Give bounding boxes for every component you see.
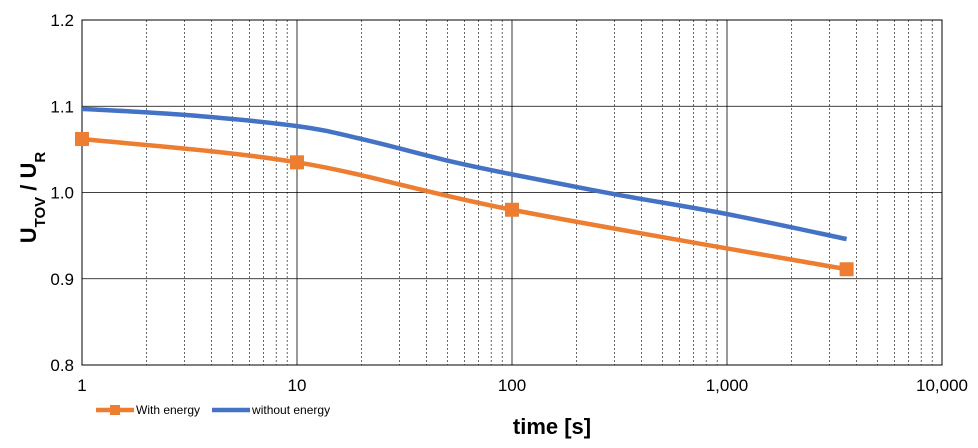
x-tick-label: 10 xyxy=(288,376,307,395)
x-axis-tick-labels: 1 10 100 1,000 10,000 xyxy=(77,376,968,395)
y-axis-title-sep: / U xyxy=(16,163,41,197)
y-tick-label: 0.8 xyxy=(50,356,74,375)
data-point-with-energy xyxy=(75,132,89,147)
y-axis-title: UTOV / UR xyxy=(16,152,49,244)
plot-area xyxy=(81,19,943,366)
series-layer xyxy=(75,106,854,277)
legend-label-with-energy: With energy xyxy=(136,403,200,417)
y-axis-title-sub2: R xyxy=(32,152,49,163)
legend-marker-with-energy xyxy=(110,405,120,415)
data-point-with-energy xyxy=(505,202,519,217)
x-tick-label: 10,000 xyxy=(916,376,968,395)
y-tick-label: 1.2 xyxy=(50,11,74,30)
series-line-without-energy xyxy=(81,106,848,242)
x-tick-label: 1 xyxy=(77,376,86,395)
data-point-with-energy xyxy=(290,155,304,170)
y-axis-title-main: U xyxy=(16,227,41,243)
x-tick-label: 100 xyxy=(498,376,526,395)
y-axis-title-sub1: TOV xyxy=(32,197,49,228)
data-point-with-energy xyxy=(839,262,854,277)
x-axis-title: time [s] xyxy=(513,414,591,439)
legend: With energy without energy xyxy=(96,403,330,417)
series-line-with-energy xyxy=(81,136,847,272)
x-tick-label: 1,000 xyxy=(706,376,749,395)
y-tick-label: 0.9 xyxy=(50,270,74,289)
y-tick-label: 1.1 xyxy=(50,97,74,116)
legend-label-without-energy: without energy xyxy=(251,403,330,417)
y-tick-label: 1.0 xyxy=(50,184,74,203)
y-axis-tick-labels: 0.8 0.9 1.0 1.1 1.2 xyxy=(50,11,74,375)
major-gridlines xyxy=(81,19,943,366)
